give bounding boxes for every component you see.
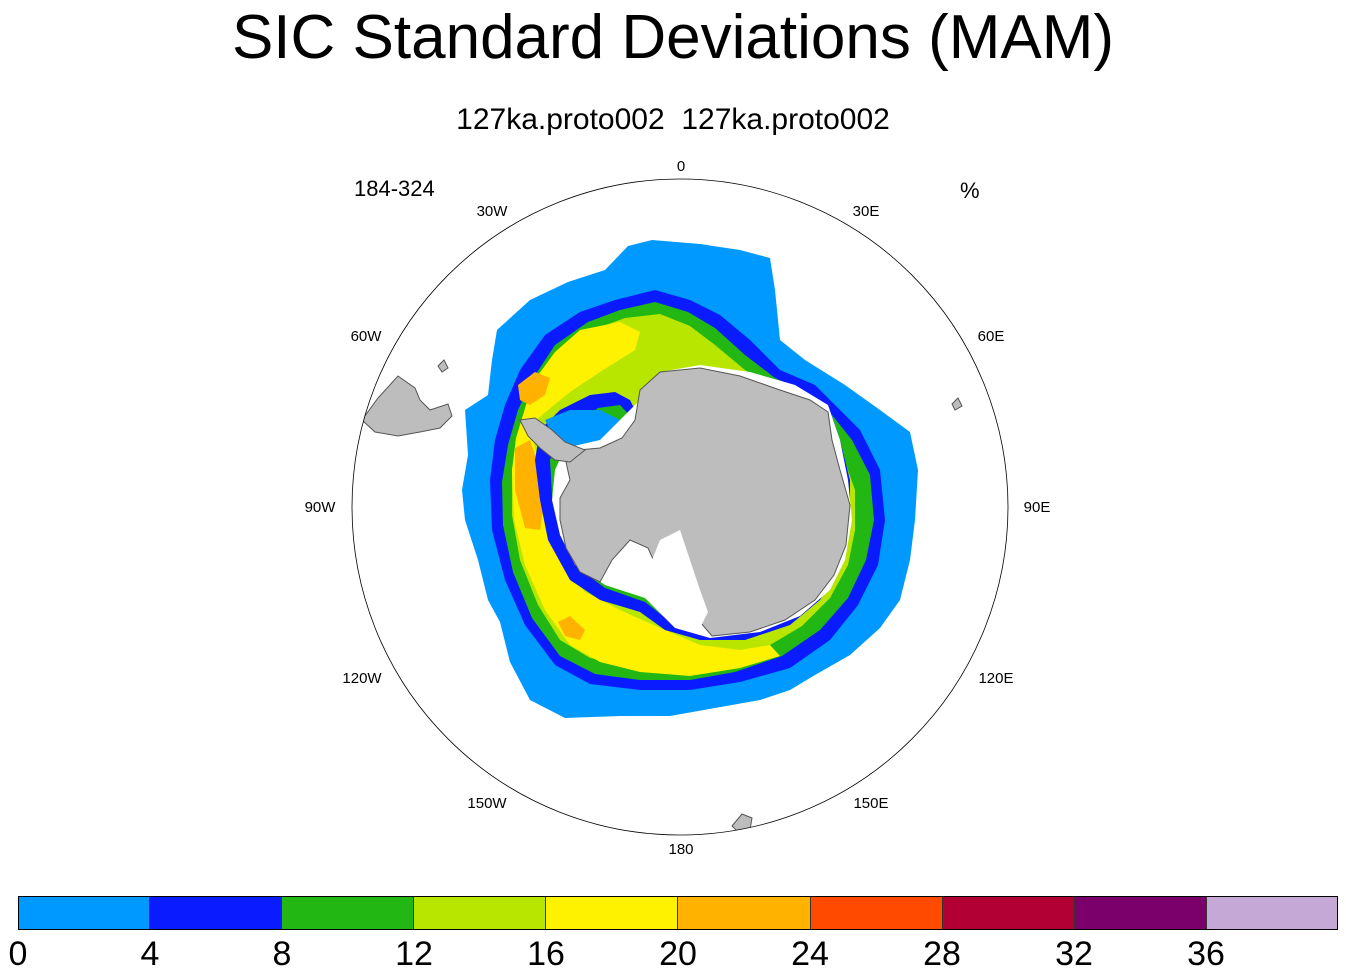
south-america	[361, 375, 453, 437]
colorbar-cell	[282, 896, 415, 930]
colorbar-tick-label: 36	[1187, 935, 1225, 973]
antarctic-peninsula	[519, 417, 586, 463]
lon-label-60e: 60E	[978, 328, 1005, 345]
colorbar	[18, 896, 1338, 930]
lon-label-150e: 150E	[853, 795, 888, 812]
colorbar-labels: 0 4 8 12 16 20 24 28 32 36	[0, 934, 1346, 978]
colorbar-tick-label: 12	[395, 935, 433, 973]
colorbar-tick-label: 4	[140, 935, 160, 973]
lon-label-30e: 30E	[853, 203, 880, 220]
colorbar-cell	[546, 896, 679, 930]
lon-label-90w: 90W	[305, 499, 337, 516]
colorbar-cell	[18, 896, 151, 930]
map-title: SIC Standard Deviations (MAM)	[231, 3, 1115, 72]
polar-map: 0 30E 60E 90E 120E 150E 180 150W 120W 90…	[305, 158, 1051, 858]
colorbar-tick-label: 0	[8, 935, 28, 973]
colorbar-cell	[1206, 896, 1338, 930]
lon-label-30w: 30W	[477, 203, 509, 220]
sic-band-16-20	[512, 322, 780, 676]
colorbar-cell	[414, 896, 547, 930]
colorbar-tick-label: 16	[527, 935, 565, 973]
colorbar-cell	[810, 896, 943, 930]
ross-ice-shelf	[650, 530, 708, 628]
lon-label-120w: 120W	[342, 670, 382, 687]
lon-label-120e: 120E	[978, 670, 1013, 687]
units-label: %	[960, 178, 980, 203]
sic-band-20-24	[558, 616, 585, 640]
colorbar-tick-label: 28	[923, 935, 961, 973]
colorbar-cell	[942, 896, 1075, 930]
sic-band-20-24	[518, 372, 550, 405]
map-subtitle: 127ka.proto002 127ka.proto002	[456, 103, 890, 136]
lon-label-90e: 90E	[1024, 499, 1051, 516]
colorbar-tick-label: 20	[659, 935, 697, 973]
falkland-islands	[437, 359, 449, 373]
colorbar-cell	[678, 896, 811, 930]
lon-label-0: 0	[677, 158, 685, 175]
kerguelen-island	[951, 397, 963, 411]
colorbar-cell	[150, 896, 283, 930]
colorbar-tick-label: 32	[1055, 935, 1093, 973]
lon-label-180: 180	[668, 841, 693, 858]
time-range-label: 184-324	[354, 176, 435, 201]
map-boundary	[351, 178, 1009, 836]
colorbar-tick-label: 24	[791, 935, 829, 973]
colorbar-cell	[1074, 896, 1207, 930]
lon-label-150w: 150W	[467, 795, 507, 812]
lon-label-60w: 60W	[351, 328, 383, 345]
colorbar-tick-label: 8	[272, 935, 292, 973]
